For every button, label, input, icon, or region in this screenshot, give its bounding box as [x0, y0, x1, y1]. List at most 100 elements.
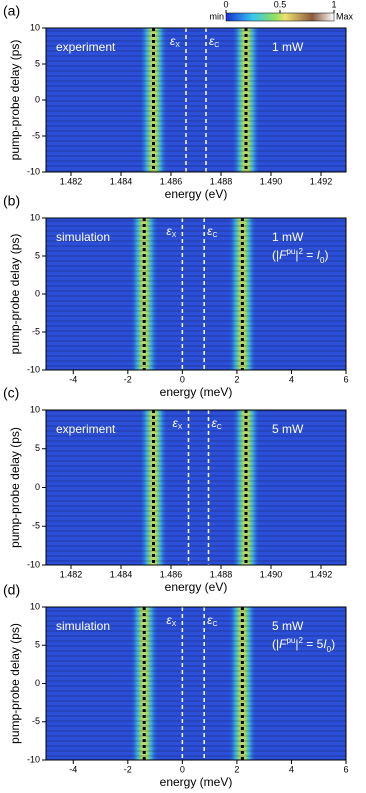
text-part: I — [317, 248, 321, 262]
x-axis-label: energy (meV) — [160, 385, 233, 399]
panel-text: simulation — [56, 230, 110, 244]
y-tick-label: -10 — [27, 559, 40, 569]
x-tick-label: 0 — [180, 374, 185, 384]
panel-label: (b) — [3, 193, 20, 209]
y-axis-label: pump-probe delay (ps) — [8, 234, 22, 355]
y-tick-label: 5 — [35, 640, 40, 650]
x-tick-label: -4 — [69, 374, 77, 384]
text-part: ε — [209, 34, 215, 48]
fringe-overlay — [46, 28, 346, 172]
text-part: = — [303, 248, 317, 262]
y-axis-label: pump-probe delay (ps) — [8, 40, 22, 161]
text-part: (| — [272, 637, 279, 651]
text-part: 0 — [327, 645, 332, 654]
fringe-overlay — [46, 607, 346, 760]
x-tick-label: 4 — [289, 764, 294, 774]
y-tick-label: 5 — [35, 443, 40, 453]
text-part: ε — [166, 613, 172, 627]
panel-text: experiment — [56, 422, 116, 436]
text-part: ε — [173, 416, 179, 430]
eps-x-label: εX — [166, 613, 176, 628]
colorbar-tick-label: 1 — [331, 0, 336, 9]
y-tick-label: 10 — [30, 601, 40, 611]
x-tick-label: 2 — [234, 764, 239, 774]
x-tick-label: 1.492 — [310, 569, 333, 579]
text-part: ε — [166, 224, 172, 238]
formula: (|Fpu|2 = I0) — [272, 247, 328, 265]
eps-c-label: εC — [207, 224, 217, 239]
text-part: X — [172, 621, 177, 628]
x-axis-label: energy (eV) — [165, 187, 228, 201]
text-part: F — [279, 637, 287, 651]
text-part: X — [172, 232, 177, 239]
x-tick-label: 1.482 — [60, 176, 83, 186]
power-label: 1 mW — [272, 230, 304, 244]
y-tick-label: -5 — [32, 130, 40, 140]
colorbar-tick-label: 0.5 — [274, 0, 287, 9]
y-tick-label: -5 — [32, 521, 40, 531]
text-part: ε — [207, 613, 213, 627]
panel-label: (d) — [3, 582, 20, 598]
y-axis-label: pump-probe delay (ps) — [8, 623, 22, 744]
eps-x-label: εX — [170, 34, 180, 49]
eps-x-label: εX — [173, 416, 183, 431]
colorbar-max-label: Max — [336, 11, 354, 21]
text-part: pu — [286, 247, 295, 256]
formula: (|Fpu|2 = 5I0) — [272, 636, 335, 654]
fringe-overlay — [46, 410, 346, 565]
x-tick-label: 1.482 — [60, 569, 83, 579]
x-tick-label: 1.484 — [110, 176, 133, 186]
x-tick-label: 1.488 — [210, 569, 233, 579]
x-tick-label: 6 — [343, 764, 348, 774]
power-label: 5 mW — [272, 619, 304, 633]
colorbar-tick-label: 0 — [223, 0, 228, 9]
text-part: F — [279, 248, 287, 262]
x-tick-label: 6 — [343, 374, 348, 384]
text-part: pu — [286, 636, 295, 645]
y-tick-label: 10 — [30, 212, 40, 222]
x-tick-label: 1.492 — [310, 176, 333, 186]
y-tick-label: 0 — [35, 482, 40, 492]
y-tick-label: -10 — [27, 166, 40, 176]
eps-c-label: εC — [212, 416, 222, 431]
power-label: 5 mW — [272, 422, 304, 436]
panel-label: (a) — [3, 3, 20, 19]
y-axis-label: pump-probe delay (ps) — [8, 427, 22, 548]
y-tick-label: 0 — [35, 94, 40, 104]
panel-text: experiment — [56, 40, 116, 54]
text-part: C — [212, 232, 217, 239]
x-tick-label: -2 — [124, 374, 132, 384]
power-label: 1 mW — [272, 40, 304, 54]
text-part: 0 — [320, 256, 325, 265]
eps-c-label: εC — [209, 34, 219, 49]
text-part: C — [217, 424, 222, 431]
text-part: | — [295, 637, 298, 651]
x-axis-label: energy (eV) — [165, 580, 228, 594]
y-tick-label: 0 — [35, 288, 40, 298]
y-tick-label: -5 — [32, 716, 40, 726]
panel-label: (c) — [3, 385, 19, 401]
y-tick-label: -10 — [27, 754, 40, 764]
text-part: C — [214, 42, 219, 49]
x-tick-label: 1.484 — [110, 569, 133, 579]
x-tick-label: 1.486 — [160, 176, 183, 186]
text-part: C — [212, 621, 217, 628]
fringe-overlay — [46, 218, 346, 370]
y-tick-label: 10 — [30, 404, 40, 414]
x-tick-label: 2 — [234, 374, 239, 384]
y-tick-label: 0 — [35, 678, 40, 688]
panel-text: simulation — [56, 619, 110, 633]
text-part: ) — [324, 248, 328, 262]
x-tick-label: 4 — [289, 374, 294, 384]
x-axis-label: energy (meV) — [160, 775, 233, 789]
eps-x-label: εX — [166, 224, 176, 239]
text-part: ) — [331, 637, 335, 651]
x-tick-label: 1.486 — [160, 569, 183, 579]
y-tick-label: -5 — [32, 326, 40, 336]
y-tick-label: 5 — [35, 58, 40, 68]
x-tick-label: -4 — [69, 764, 77, 774]
text-part: 2 — [299, 636, 304, 645]
text-part: ε — [212, 416, 218, 430]
text-part: (| — [272, 248, 279, 262]
text-part: X — [178, 424, 183, 431]
